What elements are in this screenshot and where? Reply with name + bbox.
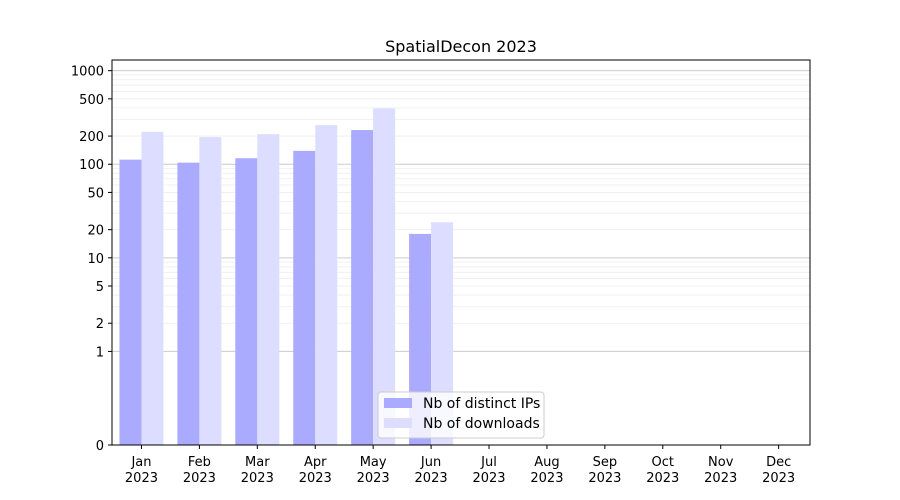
x-tick-label: Feb 2023 <box>183 455 216 486</box>
bar <box>235 158 258 446</box>
legend: Nb of distinct IPs Nb of downloads <box>377 391 545 439</box>
x-tick-label: Dec 2023 <box>762 455 795 486</box>
y-tick-label: 0 <box>96 439 104 454</box>
y-axis: 0 1 2 5 10 20 50 100 200 500 1000 <box>71 65 112 454</box>
chart-title: SpatialDecon 2023 <box>385 37 537 56</box>
bar <box>141 131 164 445</box>
x-tick-label: Apr 2023 <box>299 455 332 486</box>
legend-swatch <box>384 398 412 408</box>
x-tick-label: Jun 2023 <box>415 455 448 486</box>
y-tick-label: 50 <box>87 186 104 201</box>
y-tick-label: 100 <box>79 158 104 173</box>
bar <box>351 130 374 445</box>
legend-label: Nb of downloads <box>423 416 540 432</box>
y-tick-label: 200 <box>79 130 104 145</box>
x-tick-label: Jan 2023 <box>125 455 158 486</box>
y-tick-label: 1000 <box>71 65 104 80</box>
plot-frame <box>111 59 811 446</box>
y-tick-label: 1 <box>96 345 104 360</box>
x-tick-label: Jul 2023 <box>472 455 505 486</box>
bar <box>293 150 316 445</box>
y-tick-label: 5 <box>96 280 104 295</box>
bar <box>431 222 454 445</box>
y-tick-label: 20 <box>87 224 104 239</box>
bar <box>315 125 338 446</box>
bar <box>177 162 200 445</box>
legend-label: Nb of distinct IPs <box>423 396 540 412</box>
y-tick-label: 500 <box>79 93 104 108</box>
x-tick-label: Nov 2023 <box>704 455 737 486</box>
x-tick-label: May 2023 <box>357 455 390 486</box>
x-axis: Jan 2023 Feb 2023 Mar 2023 Apr 2023 May 2023 Jun 20… <box>125 445 795 486</box>
bar <box>199 137 222 445</box>
bar <box>373 108 396 446</box>
x-tick-label: Mar 2023 <box>241 455 274 486</box>
y-tick-label: 2 <box>96 317 104 332</box>
bar <box>257 134 280 446</box>
bar <box>119 159 142 445</box>
x-tick-label: Sep 2023 <box>588 455 621 486</box>
legend-box <box>377 391 545 439</box>
x-tick-label: Aug 2023 <box>530 455 563 486</box>
grid-lines <box>112 70 810 352</box>
y-tick-label: 10 <box>87 252 104 267</box>
legend-swatch <box>384 418 412 428</box>
x-tick-label: Oct 2023 <box>646 455 679 486</box>
